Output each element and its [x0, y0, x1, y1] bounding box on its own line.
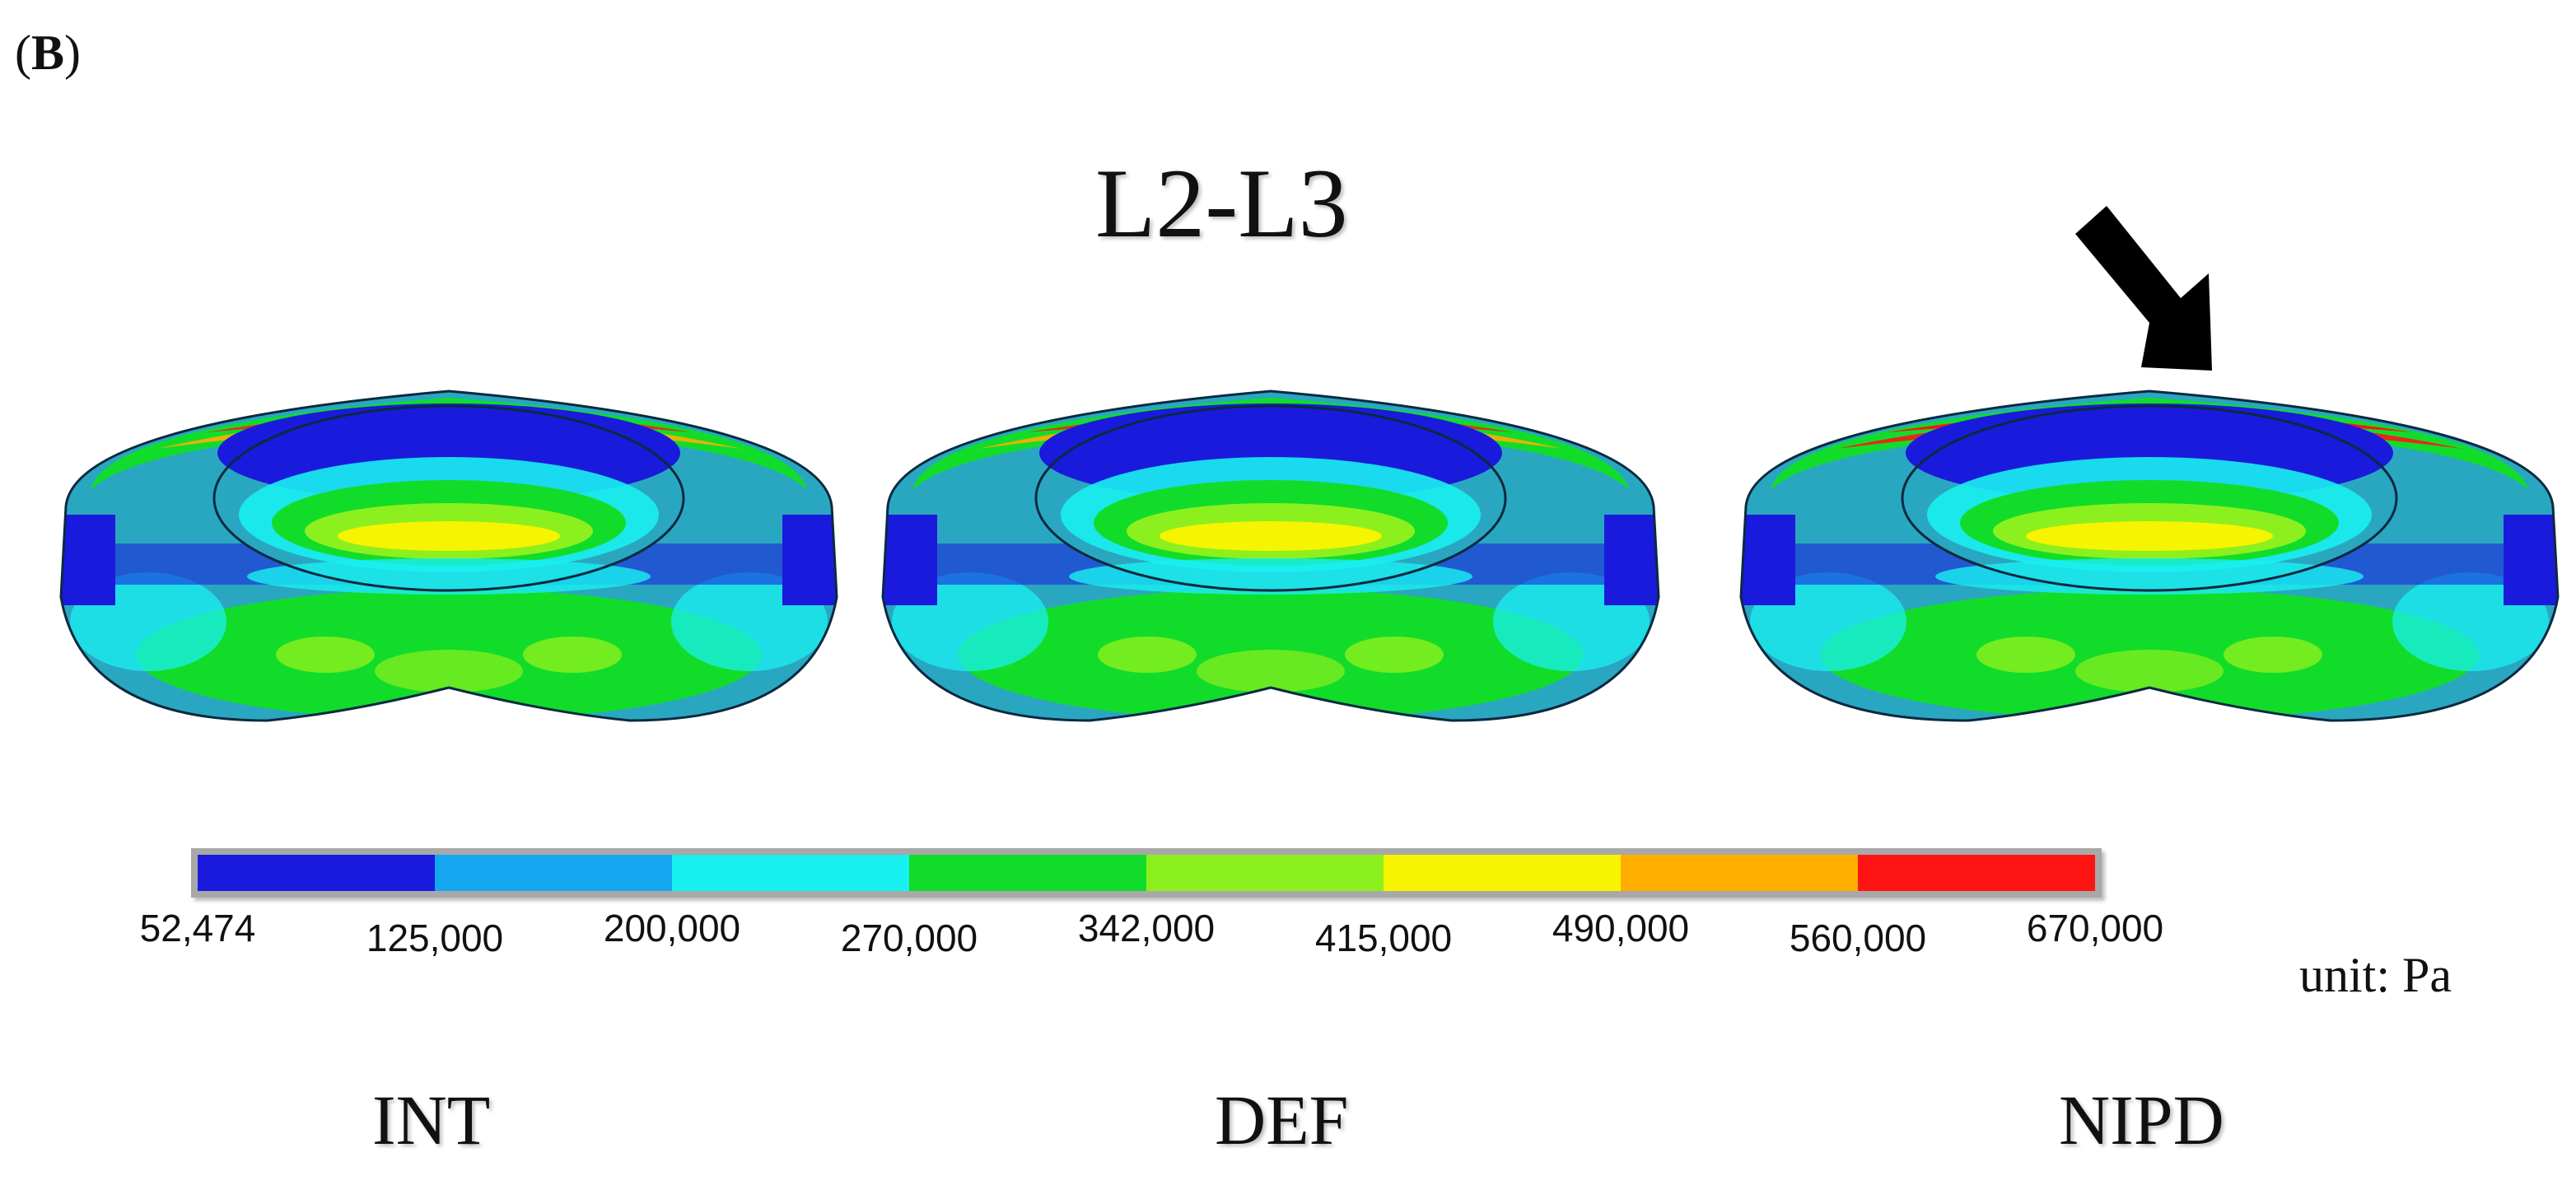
legend-swatch — [198, 855, 435, 891]
legend-swatch — [1146, 855, 1384, 891]
color-legend — [191, 848, 2102, 898]
legend-tick-label: 560,000 — [1789, 917, 1927, 959]
arrow-icon — [2075, 206, 2212, 371]
figure-title: L2-L3 — [1095, 148, 1348, 258]
legend-swatch — [435, 855, 672, 891]
legend-swatch — [1621, 855, 1858, 891]
unit-label: unit: Pa — [2299, 948, 2452, 1002]
legend-swatch — [672, 855, 909, 891]
legend-swatch — [1858, 855, 2095, 891]
legend-tick-label: 125,000 — [366, 917, 504, 959]
legend-tick-label: 490,000 — [1552, 907, 1690, 949]
legend-tick-label: 52,474 — [139, 907, 256, 949]
disc-model-def — [881, 390, 1660, 722]
legend-swatch — [909, 855, 1146, 891]
legend-tick-label: 670,000 — [2026, 907, 2164, 949]
legend-swatch — [1384, 855, 1621, 891]
model-label-def: DEF — [1215, 1080, 1349, 1159]
disc-model-nipd — [1739, 390, 2560, 722]
legend-tick-label: 200,000 — [603, 907, 741, 949]
color-legend-bar — [198, 855, 2095, 891]
panel-label: (B) — [15, 26, 81, 80]
legend-tick-label: 270,000 — [840, 917, 978, 959]
model-label-nipd: NIPD — [2059, 1080, 2224, 1159]
disc-model-int — [59, 390, 838, 722]
legend-tick-label: 342,000 — [1077, 907, 1216, 949]
model-label-int: INT — [372, 1080, 491, 1159]
legend-tick-label: 415,000 — [1314, 917, 1453, 959]
